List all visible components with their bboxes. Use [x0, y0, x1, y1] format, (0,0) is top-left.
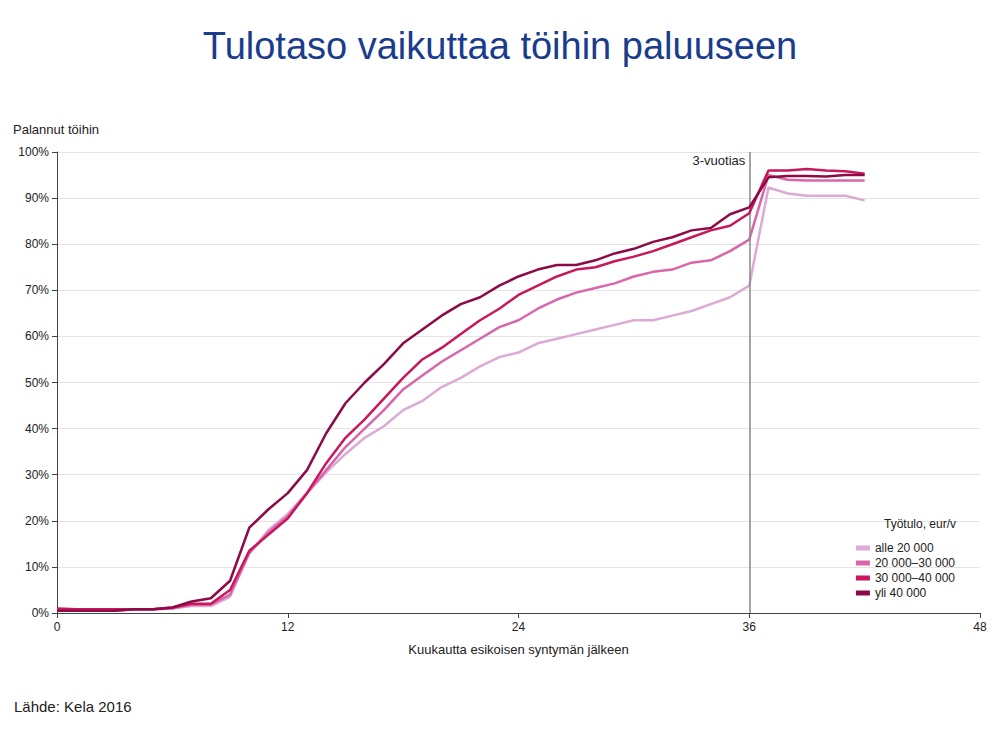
svg-text:40%: 40%: [25, 422, 49, 436]
svg-text:50%: 50%: [25, 376, 49, 390]
svg-text:20 000–30 000: 20 000–30 000: [875, 556, 955, 570]
svg-text:alle 20 000: alle 20 000: [875, 541, 934, 555]
svg-text:20%: 20%: [25, 514, 49, 528]
svg-text:30%: 30%: [25, 468, 49, 482]
svg-text:100%: 100%: [18, 145, 49, 159]
svg-text:Kuukautta esikoisen syntymän j: Kuukautta esikoisen syntymän jälkeen: [408, 642, 628, 657]
svg-text:3-vuotias: 3-vuotias: [693, 153, 746, 168]
svg-text:24: 24: [512, 620, 526, 634]
svg-text:30 000–40 000: 30 000–40 000: [875, 571, 955, 585]
svg-text:Tulotaso vaikuttaa töihin palu: Tulotaso vaikuttaa töihin paluuseen: [203, 25, 797, 67]
svg-text:0%: 0%: [32, 606, 50, 620]
svg-text:yli 40 000: yli 40 000: [875, 586, 927, 600]
svg-text:80%: 80%: [25, 237, 49, 251]
svg-text:60%: 60%: [25, 329, 49, 343]
svg-text:Palannut töihin: Palannut töihin: [13, 122, 99, 137]
svg-text:48: 48: [973, 620, 987, 634]
svg-text:36: 36: [743, 620, 757, 634]
svg-text:90%: 90%: [25, 191, 49, 205]
svg-text:10%: 10%: [25, 560, 49, 574]
svg-text:12: 12: [281, 620, 295, 634]
svg-text:Lähde: Kela 2016: Lähde: Kela 2016: [14, 698, 132, 715]
svg-text:70%: 70%: [25, 283, 49, 297]
svg-text:Työtulo, eur/v: Työtulo, eur/v: [884, 517, 956, 531]
svg-text:0: 0: [54, 620, 61, 634]
